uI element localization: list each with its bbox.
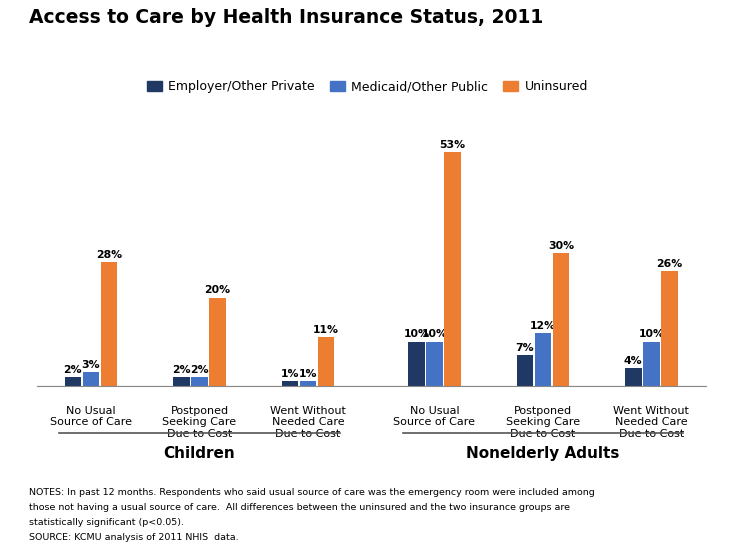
Text: FOUNDATION: FOUNDATION [634, 537, 696, 545]
Text: 20%: 20% [204, 285, 231, 295]
Bar [191, 377, 208, 386]
Text: Went Without
Needed Care
Due to Cost: Went Without Needed Care Due to Cost [270, 406, 346, 439]
Text: 3%: 3% [82, 360, 100, 370]
Text: Children: Children [164, 446, 235, 461]
Text: 2%: 2% [190, 365, 209, 375]
Text: 12%: 12% [530, 321, 556, 331]
Bar [444, 152, 461, 386]
Text: statistically significant (p<0.05).: statistically significant (p<0.05). [29, 518, 184, 527]
Text: 7%: 7% [515, 343, 534, 353]
Text: 11%: 11% [313, 325, 339, 335]
Text: FAMILY: FAMILY [642, 523, 688, 536]
Text: 28%: 28% [96, 250, 122, 260]
Text: 2%: 2% [172, 365, 190, 375]
Bar [661, 271, 678, 386]
Text: 4%: 4% [624, 356, 642, 366]
Bar [300, 381, 316, 386]
Text: Went Without
Needed Care
Due to Cost: Went Without Needed Care Due to Cost [614, 406, 689, 439]
Bar [65, 377, 82, 386]
Text: Postponed
Seeking Care
Due to Cost: Postponed Seeking Care Due to Cost [162, 406, 237, 439]
Text: KAISER: KAISER [641, 511, 689, 524]
Text: 1%: 1% [281, 369, 299, 379]
Text: No Usual
Source of Care: No Usual Source of Care [393, 406, 476, 427]
Bar [318, 337, 334, 386]
Text: 10%: 10% [421, 329, 448, 339]
Legend: Employer/Other Private, Medicaid/Other Public, Uninsured: Employer/Other Private, Medicaid/Other P… [142, 75, 593, 98]
Bar [82, 372, 99, 386]
Text: 1%: 1% [298, 369, 318, 379]
Bar [101, 262, 118, 386]
Text: 53%: 53% [440, 140, 465, 150]
Bar [173, 377, 190, 386]
Bar [209, 298, 226, 386]
Text: Access to Care by Health Insurance Status, 2011: Access to Care by Health Insurance Statu… [29, 8, 544, 27]
Bar [643, 342, 660, 386]
Text: 10%: 10% [404, 329, 429, 339]
Text: 30%: 30% [548, 241, 574, 251]
Text: 10%: 10% [639, 329, 664, 339]
Text: Postponed
Seeking Care
Due to Cost: Postponed Seeking Care Due to Cost [506, 406, 580, 439]
Text: those not having a usual source of care.  All differences between the uninsured : those not having a usual source of care.… [29, 503, 570, 512]
Bar [282, 381, 298, 386]
Bar [517, 355, 533, 386]
Bar [553, 253, 570, 386]
Bar [426, 342, 442, 386]
Text: NOTES: In past 12 months. Respondents who said usual source of care was the emer: NOTES: In past 12 months. Respondents wh… [29, 488, 595, 496]
Bar [625, 368, 642, 386]
Text: 26%: 26% [656, 259, 683, 269]
Text: SOURCE: KCMU analysis of 2011 NHIS  data.: SOURCE: KCMU analysis of 2011 NHIS data. [29, 533, 239, 542]
Text: No Usual
Source of Care: No Usual Source of Care [50, 406, 132, 427]
Text: THE HENRY J.: THE HENRY J. [645, 500, 685, 505]
Text: Nonelderly Adults: Nonelderly Adults [466, 446, 620, 461]
Bar [408, 342, 425, 386]
Bar [534, 333, 551, 386]
Text: 2%: 2% [64, 365, 82, 375]
